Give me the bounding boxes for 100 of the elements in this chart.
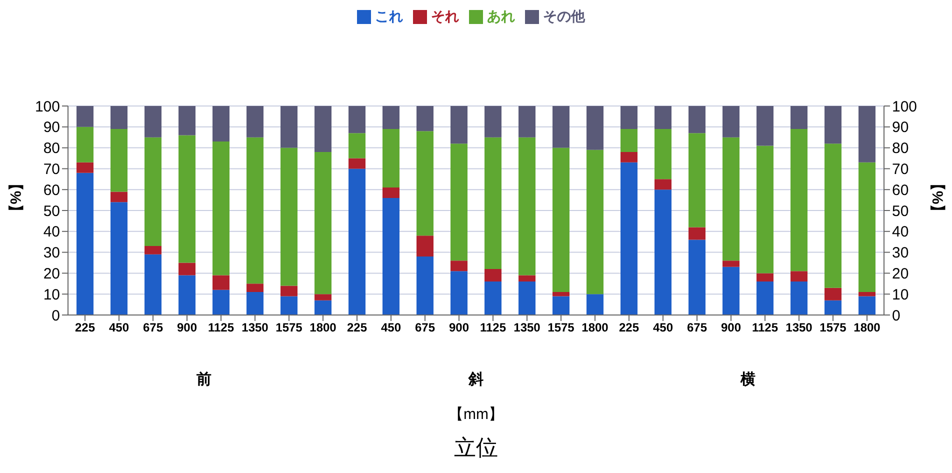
- bar: [280, 106, 298, 148]
- y-tick-label: 70: [43, 161, 60, 178]
- bar: [246, 106, 264, 138]
- x-tick-label: 1575: [820, 320, 847, 335]
- bar: [280, 296, 298, 315]
- bar: [450, 260, 468, 272]
- bar: [144, 106, 162, 138]
- x-tick-label: 1350: [786, 320, 813, 335]
- bar: [76, 126, 94, 162]
- y2-tick-label: 90: [892, 119, 909, 136]
- bar: [76, 162, 94, 173]
- y2-tick-label: 20: [892, 266, 909, 283]
- bar: [110, 106, 128, 129]
- bar: [348, 106, 366, 134]
- bar: [620, 106, 638, 129]
- x-tick-label: 675: [142, 320, 164, 335]
- bar: [76, 106, 94, 127]
- bar: [416, 236, 434, 256]
- y2-tick-label: 30: [892, 244, 909, 262]
- bar: [246, 137, 264, 284]
- bar: [518, 137, 536, 276]
- text: 前: [196, 370, 212, 389]
- bar: [586, 150, 604, 294]
- x-tick-label: 1800: [582, 320, 609, 335]
- bar: [314, 300, 332, 315]
- bar: [654, 190, 672, 315]
- bar: [552, 148, 570, 292]
- bar: [76, 172, 94, 315]
- x-tick-label: 1125: [480, 320, 506, 335]
- bar: [144, 137, 162, 246]
- bar: [654, 128, 672, 180]
- x-tick-label: 225: [618, 320, 640, 335]
- bar: [858, 296, 876, 315]
- legend-label: その他: [543, 8, 585, 24]
- x-tick-label: 1800: [854, 320, 881, 335]
- bar: [280, 286, 298, 296]
- bar: [586, 106, 604, 150]
- bar: [518, 275, 536, 282]
- x-tick-label: 1350: [514, 320, 541, 335]
- y-tick-label: 20: [43, 266, 60, 283]
- bar: [178, 275, 196, 315]
- bar: [382, 188, 400, 198]
- bar: [552, 292, 570, 296]
- y2-tick-label: 0: [892, 307, 900, 324]
- y2-tick-label: 10: [892, 286, 909, 304]
- legend-label: それ: [431, 8, 459, 24]
- text: 立位: [453, 434, 499, 462]
- bar: [144, 246, 162, 254]
- bar: [110, 128, 128, 192]
- bar: [824, 144, 842, 288]
- y-axis-title: 【%】: [6, 174, 24, 222]
- text: 斜: [467, 370, 484, 389]
- bar: [314, 294, 332, 300]
- bar: [280, 148, 298, 286]
- bar: [586, 294, 604, 315]
- bar: [722, 106, 740, 138]
- bar: [688, 240, 706, 315]
- legend-label: あれ: [487, 8, 515, 24]
- bar: [756, 273, 774, 282]
- bar: [450, 271, 468, 315]
- bar: [416, 256, 434, 315]
- bar: [348, 133, 366, 158]
- bar: [688, 106, 706, 134]
- x-tick-label: 1350: [242, 320, 269, 335]
- y2-tick-label: 80: [892, 140, 909, 158]
- bar: [382, 106, 400, 129]
- y-tick-label: 90: [43, 119, 60, 136]
- bar: [416, 106, 434, 132]
- bar: [824, 300, 842, 315]
- bar: [178, 262, 196, 276]
- legend-label: これ: [375, 8, 403, 24]
- x-tick-label: 1575: [276, 320, 303, 335]
- bar: [450, 144, 468, 261]
- bar: [654, 106, 672, 129]
- x-tick-label: 450: [108, 320, 130, 335]
- y2-tick-label: 100: [892, 98, 918, 116]
- bar: [484, 137, 502, 270]
- bar: [484, 106, 502, 138]
- bar: [382, 128, 400, 188]
- bar: [314, 152, 332, 294]
- bar: [620, 128, 638, 152]
- x-tick-label: 1575: [548, 320, 575, 335]
- bar: [824, 288, 842, 300]
- y2-tick-label: 40: [892, 224, 909, 241]
- bar: [824, 106, 842, 144]
- bar: [688, 133, 706, 228]
- x-tick-label: 225: [346, 320, 368, 335]
- text: 横: [739, 370, 756, 389]
- y-tick-label: 50: [43, 202, 60, 220]
- x-tick-label: 450: [652, 320, 674, 335]
- bar: [246, 292, 264, 315]
- bar: [484, 282, 502, 315]
- x-tick-label: 1125: [752, 320, 778, 335]
- x-tick-label: 900: [448, 320, 470, 335]
- y2-tick-label: 70: [892, 161, 909, 178]
- bar: [416, 131, 434, 236]
- bar: [858, 162, 876, 292]
- x-tick-label: 1800: [310, 320, 337, 335]
- bar: [348, 158, 366, 169]
- bar: [620, 162, 638, 315]
